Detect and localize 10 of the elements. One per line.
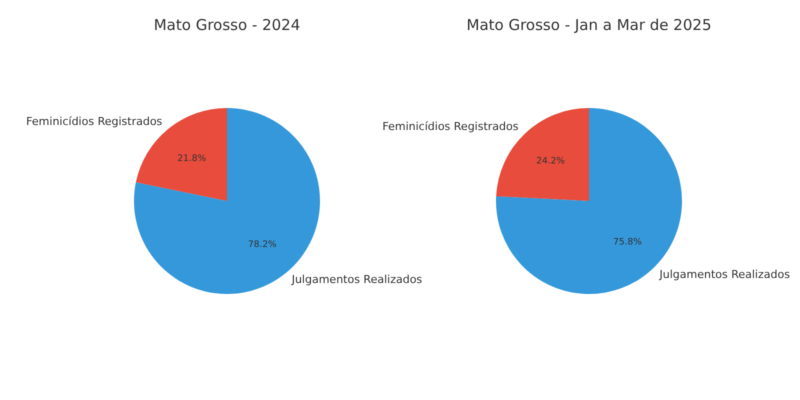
slice-label: Feminicídios Registrados — [26, 114, 163, 128]
data-label: 75.8% — [613, 237, 642, 248]
data-label: 24.2% — [536, 156, 566, 167]
chart-title: Mato Grosso - 2024 — [154, 16, 300, 34]
slice-label: Julgamentos Realizados — [290, 273, 422, 286]
data-label: 21.8% — [177, 154, 206, 164]
slice-label: Julgamentos Realizados — [658, 268, 790, 282]
slice-label: Feminicídios Registrados — [382, 120, 519, 133]
data-label: 78.2% — [248, 240, 278, 250]
chart-title: Mato Grosso - Jan a Mar de 2025 — [466, 16, 712, 34]
